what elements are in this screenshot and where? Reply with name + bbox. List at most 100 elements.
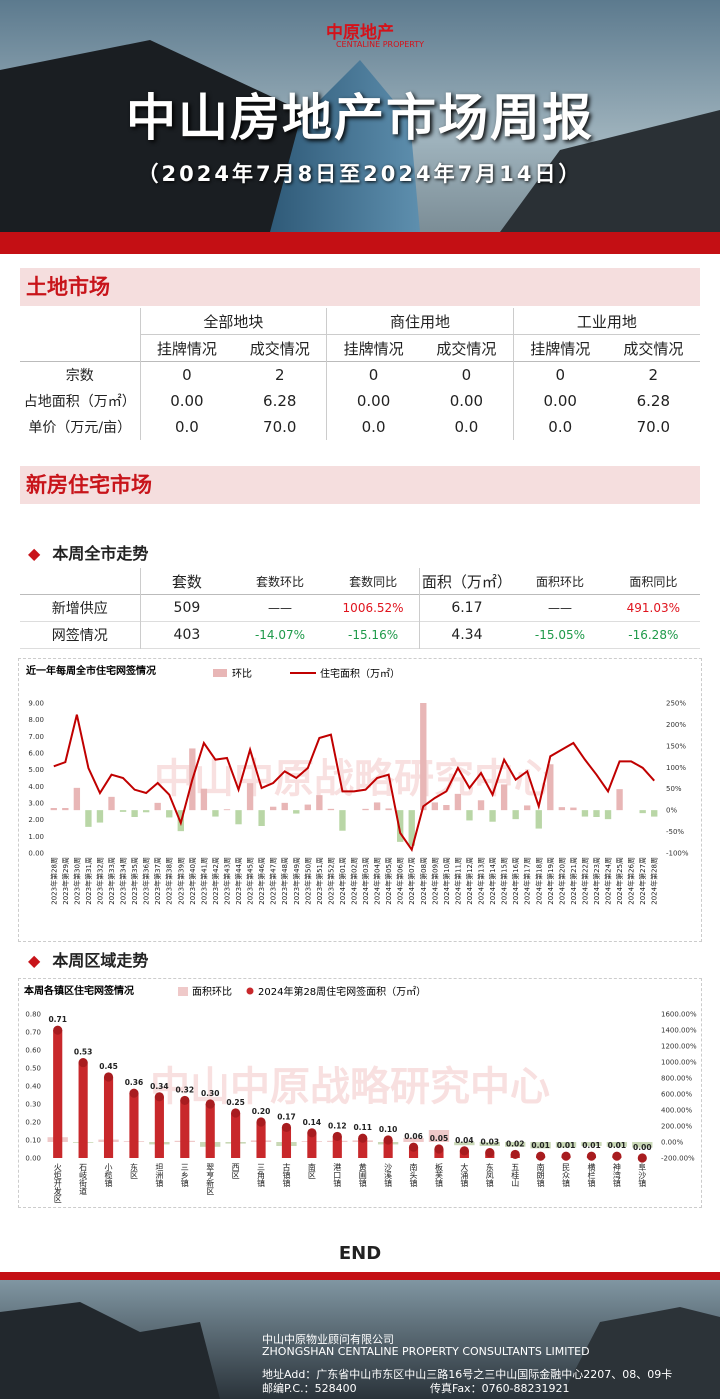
cell: 2 <box>274 366 285 384</box>
data-label: 0.34 <box>150 1082 169 1091</box>
col-header: 面积（万㎡） <box>419 568 514 595</box>
cell: —— <box>267 601 292 615</box>
y2-tick-label: 800.00% <box>661 1075 692 1083</box>
y2-tick-label: -100% <box>666 850 689 858</box>
column-dot <box>307 1128 317 1138</box>
data-label: 0.30 <box>201 1089 220 1098</box>
x-tick-label: 2023年第33周 <box>107 857 116 905</box>
column <box>205 1104 215 1158</box>
bar <box>606 1142 628 1147</box>
column <box>358 1138 368 1158</box>
bar <box>512 810 519 820</box>
x-tick-label: 2024年第14周 <box>488 857 497 905</box>
x-tick-label: 民众镇 <box>562 1163 571 1188</box>
column <box>154 1096 164 1158</box>
x-tick-label: 2024年第26周 <box>627 857 636 905</box>
bar <box>200 788 208 811</box>
column-dot <box>358 1133 368 1143</box>
group-header: 商住用地 <box>326 308 514 335</box>
land-table: 全部地块 商住用地 工业用地 挂牌情况 成交情况 挂牌情况 成交情况 挂牌情况 成交情况 宗数 0 2… <box>20 308 700 440</box>
chart: 近一年每周全市住宅网签情况 环比 住宅面积（万㎡） 中山中原战略研究中心 0.00… <box>26 664 689 905</box>
y2-tick-label: 100% <box>666 764 686 772</box>
footer-address: 地址Add：广东省中山市东区中山三路16号之三中山国际金融中心2207、08、0… <box>262 1368 673 1381</box>
bar <box>454 1142 475 1146</box>
bar <box>362 808 369 811</box>
column-dot <box>231 1108 241 1118</box>
chart-title: 本周各镇区住宅网签情况 <box>24 984 134 997</box>
column <box>383 1140 393 1158</box>
bar <box>154 802 161 811</box>
x-tick-label: 黄圃镇 <box>358 1162 367 1188</box>
x-tick-label: 南区 <box>307 1162 316 1179</box>
y2-tick-label: 1600.00% <box>661 1011 697 1019</box>
col-header: 面积同比 <box>629 574 678 589</box>
bar <box>454 793 462 811</box>
column-dot <box>510 1149 520 1159</box>
column <box>78 1062 88 1158</box>
data-label: 0.53 <box>74 1048 93 1057</box>
cell: 70.0 <box>263 418 297 436</box>
y-tick-label: 0.10 <box>25 1137 41 1145</box>
x-tick-label: 2023年第36周 <box>142 857 151 905</box>
blank-cell <box>20 308 140 335</box>
data-row: 宗数 0 2 0 0 0 2 <box>20 361 700 388</box>
header-row: 套数 套数环比 套数同比 面积（万㎡） 面积环比 面积同比 <box>20 568 700 595</box>
x-tick-label: 火炬开发区 <box>53 1163 62 1203</box>
section-title: 土地市场 <box>20 268 700 306</box>
data-label: 0.05 <box>430 1134 449 1143</box>
group-header: 全部地块 <box>139 308 327 335</box>
x-tick-label: 小榄镇 <box>104 1163 113 1188</box>
cell: —— <box>547 601 572 615</box>
column <box>53 1030 63 1158</box>
y2-tick-label: 400.00% <box>661 1107 692 1115</box>
bar <box>212 810 219 817</box>
x-tick-label: 南朗镇 <box>536 1162 545 1188</box>
y2-tick-label: -200.00% <box>661 1155 695 1163</box>
x-tick-label: 2024年第02周 <box>350 857 359 905</box>
data-row: 占地面积（万㎡） 0.00 6.28 0.00 0.00 0.00 6.28 <box>20 388 700 414</box>
bar <box>477 800 485 811</box>
x-tick-label: 2023年第39周 <box>176 857 185 905</box>
cell: 6.28 <box>263 392 297 410</box>
bar <box>651 810 658 817</box>
header-bg <box>0 0 720 254</box>
bar <box>304 804 311 811</box>
x-tick-label: 2023年第37周 <box>153 857 162 905</box>
x-tick-label: 三乡镇 <box>180 1163 189 1188</box>
data-label: 0.14 <box>303 1118 322 1127</box>
x-tick-label: 2024年第11周 <box>453 857 462 905</box>
column-dot <box>637 1153 647 1163</box>
x-tick-label: 2024年第19周 <box>546 857 555 905</box>
x-tick-label: 2024年第03周 <box>361 857 370 905</box>
x-tick-label: 2023年第41周 <box>199 857 208 905</box>
x-tick-label: 2024年第04周 <box>373 857 382 905</box>
x-tick-label: 2024年第23周 <box>592 857 601 905</box>
data-label: 0.36 <box>125 1078 144 1087</box>
watermark: 中山中原战略研究中心 <box>150 1064 550 1110</box>
x-tick-label: 2023年第45周 <box>246 857 255 905</box>
column-dot <box>612 1151 622 1161</box>
y2-tick-label: 200% <box>666 721 686 729</box>
bar <box>373 802 381 811</box>
column-dot <box>180 1095 190 1105</box>
chart: 本周各镇区住宅网签情况 面积环比 2024年第28周住宅网签面积（万㎡） 中山中… <box>24 984 697 1203</box>
y-tick-label: 0.40 <box>25 1083 41 1091</box>
data-label: 0.01 <box>557 1141 576 1150</box>
x-tick-label: 西区 <box>231 1163 240 1179</box>
sub-header: 挂牌情况 <box>512 334 607 362</box>
bar <box>505 1142 526 1147</box>
row-label: 新增供应 <box>51 601 108 617</box>
x-tick-label: 2024年第24周 <box>604 857 613 905</box>
x-tick-label: 2024年第20周 <box>557 857 566 905</box>
data-label: 0.04 <box>455 1136 474 1145</box>
col-header: 面积环比 <box>535 574 584 589</box>
y2-tick-label: 1400.00% <box>661 1027 697 1035</box>
bar <box>604 810 612 820</box>
column-dot <box>586 1151 597 1161</box>
header-row: 全部地块 商住用地 工业用地 <box>20 308 700 335</box>
column-dot <box>281 1122 292 1132</box>
row-label: 网签情况 <box>51 628 108 644</box>
x-tick-label: 2024年第15周 <box>500 857 509 905</box>
logo-en: CENTALINE PROPERTY <box>335 40 425 49</box>
column-dot <box>459 1146 469 1156</box>
